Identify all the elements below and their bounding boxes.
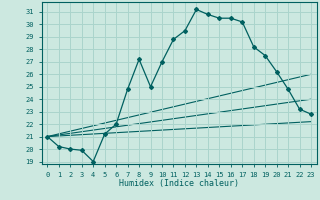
X-axis label: Humidex (Indice chaleur): Humidex (Indice chaleur) — [119, 179, 239, 188]
